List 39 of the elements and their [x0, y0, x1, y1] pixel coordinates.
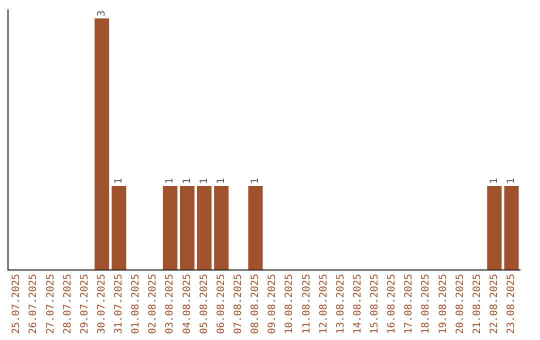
x-tick-label: 14.08.2025 — [352, 274, 364, 334]
data-label: 1 — [250, 178, 262, 184]
x-tick-label: 28.07.2025 — [62, 274, 74, 334]
x-tick-label: 05.08.2025 — [198, 274, 210, 334]
x-tick-label: 02.08.2025 — [148, 274, 159, 334]
data-label: 1 — [488, 178, 500, 184]
x-tick-label: 10.08.2025 — [284, 274, 296, 334]
x-tick-label: 29.07.2025 — [79, 274, 90, 334]
data-label: 1 — [182, 178, 193, 184]
x-tick-label: 30.07.2025 — [96, 274, 108, 334]
x-tick-label: 12.08.2025 — [318, 274, 330, 334]
x-tick-label: 18.08.2025 — [420, 274, 432, 334]
x-tick-label: 20.08.2025 — [454, 274, 466, 334]
x-tick-label: 31.07.2025 — [114, 274, 125, 334]
data-label: 1 — [506, 178, 518, 184]
x-tick-label: 06.08.2025 — [216, 274, 227, 334]
x-tick-label: 21.08.2025 — [472, 274, 483, 334]
x-tick-label: 01.08.2025 — [130, 274, 142, 334]
x-tick-label: 27.07.2025 — [45, 274, 56, 334]
x-tick-label: 03.08.2025 — [164, 274, 176, 334]
data-label: 1 — [198, 178, 210, 184]
x-tick-label: 23.08.2025 — [506, 274, 518, 334]
x-tick-label: 07.08.2025 — [232, 274, 244, 334]
x-tick-label: 26.07.2025 — [28, 274, 40, 334]
x-tick-label: 11.08.2025 — [301, 274, 312, 334]
x-tick-label: 16.08.2025 — [386, 274, 398, 334]
x-tick-label: 15.08.2025 — [370, 274, 381, 334]
data-label: 1 — [164, 178, 176, 184]
x-tick-label: 13.08.2025 — [335, 274, 346, 334]
data-label: 1 — [216, 178, 227, 184]
x-tick-label: 19.08.2025 — [438, 274, 449, 334]
x-tick-label: 04.08.2025 — [182, 274, 193, 334]
x-tick-label: 08.08.2025 — [250, 274, 262, 334]
x-tick-label: 17.08.2025 — [404, 274, 415, 334]
x-tick-label: 22.08.2025 — [488, 274, 500, 334]
data-label: 3 — [96, 10, 108, 16]
data-label: 1 — [114, 178, 125, 184]
x-tick-label: 25.07.2025 — [11, 274, 22, 334]
x-tick-label: 09.08.2025 — [267, 274, 278, 334]
